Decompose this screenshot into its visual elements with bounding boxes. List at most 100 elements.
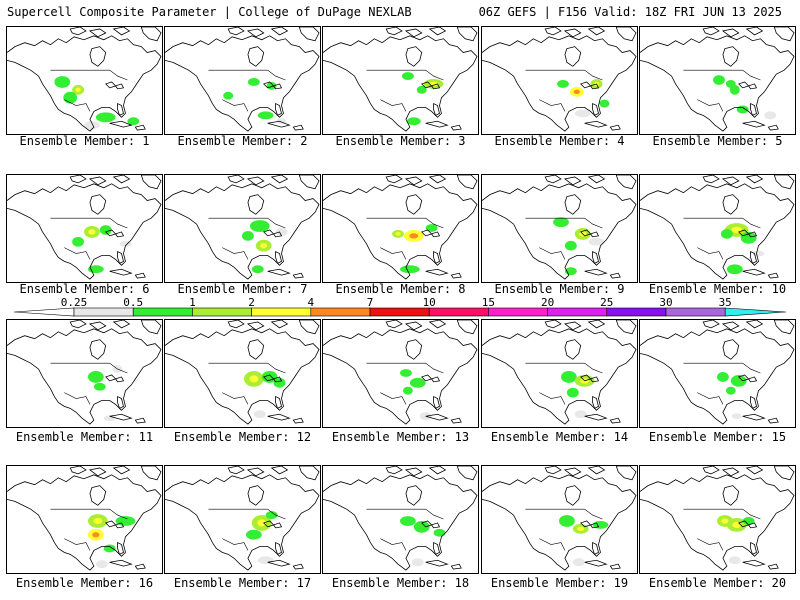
- scp-field-blob: [572, 558, 585, 567]
- coastline: [272, 83, 283, 90]
- scp-field-blob: [54, 76, 71, 88]
- colorbar-tick-label: 0.25: [61, 296, 88, 309]
- coastline: [112, 320, 131, 329]
- ensemble-member-label: Ensemble Member: 12: [173, 430, 312, 444]
- coastline: [433, 395, 440, 409]
- coastline: [104, 374, 117, 382]
- coastline: [767, 272, 779, 279]
- ensemble-member-label: Ensemble Member: 11: [15, 430, 154, 444]
- country-border: [64, 99, 91, 112]
- coastline: [246, 176, 265, 186]
- ensemble-member-label: Ensemble Member: 15: [648, 430, 787, 444]
- map-basemap: [323, 175, 478, 280]
- coastline: [165, 328, 320, 425]
- country-border: [380, 392, 407, 405]
- coastline: [428, 466, 447, 475]
- scp-field-core: [395, 232, 401, 236]
- country-border: [222, 247, 249, 260]
- ensemble-member-label: Ensemble Member: 4: [494, 134, 625, 148]
- country-border: [208, 217, 286, 229]
- coastline: [584, 120, 608, 128]
- coastline: [270, 27, 289, 36]
- coastline: [587, 320, 606, 329]
- coastline: [737, 81, 750, 89]
- coastline: [640, 183, 795, 280]
- coastline: [745, 466, 764, 475]
- scp-field-blob: [63, 91, 78, 104]
- coastline: [609, 563, 621, 570]
- scp-field-blob: [752, 250, 765, 257]
- scp-field-blob: [726, 264, 743, 275]
- scp-field-blob: [223, 91, 234, 100]
- coastline: [267, 413, 291, 421]
- coastline: [323, 183, 478, 280]
- coastline: [385, 320, 403, 329]
- colorbar-segment: [251, 307, 312, 317]
- coastline: [165, 474, 320, 571]
- coastline: [773, 320, 795, 335]
- coastline: [721, 467, 740, 477]
- ensemble-member-map: [481, 319, 638, 428]
- ensemble-member-label: Ensemble Member: 14: [490, 430, 629, 444]
- colorbar-tick-label: 15: [482, 296, 495, 309]
- ensemble-member-map: [6, 319, 163, 428]
- coastline: [275, 102, 282, 116]
- coastline: [563, 321, 582, 331]
- ensemble-member-map: [481, 26, 638, 135]
- coastline: [267, 559, 291, 567]
- coastline: [425, 559, 449, 567]
- coastline: [109, 120, 133, 128]
- coastline: [272, 231, 283, 238]
- map-basemap: [482, 175, 637, 280]
- coastline: [134, 563, 146, 570]
- color-scale-bar: 0.25 0.5 1 2 4 7 10 15 20 25 30 35: [13, 296, 787, 317]
- coastline: [140, 27, 162, 42]
- country-border: [222, 392, 249, 405]
- coastline: [109, 268, 133, 276]
- map-basemap: [482, 320, 637, 425]
- ensemble-member-map: [164, 26, 321, 135]
- scp-field-blob: [115, 516, 136, 526]
- scp-field-core: [92, 532, 100, 538]
- scp-field-core: [721, 518, 729, 524]
- coastline: [140, 175, 162, 190]
- coastline: [544, 466, 562, 475]
- scp-field-core: [577, 526, 585, 532]
- coastline: [114, 231, 125, 238]
- scp-field-core: [260, 243, 268, 249]
- scp-field-blob: [559, 515, 575, 527]
- coastline: [114, 376, 125, 383]
- coastline: [114, 83, 125, 90]
- scp-field-blob: [413, 520, 430, 533]
- colorbar-tick-label: 35: [719, 296, 732, 309]
- coastline: [773, 175, 795, 190]
- scp-field-blob: [265, 511, 278, 520]
- coastline: [275, 250, 282, 264]
- coastline: [405, 194, 423, 215]
- ensemble-member-label: Ensemble Member: 13: [331, 430, 470, 444]
- scp-field-blob: [400, 369, 412, 377]
- coastline: [117, 541, 124, 555]
- scp-field-core: [409, 233, 419, 239]
- coastline: [404, 467, 423, 477]
- coastline: [589, 376, 600, 383]
- coastline: [385, 175, 403, 184]
- coastline: [117, 102, 124, 116]
- coastline: [564, 46, 582, 67]
- coastline: [584, 268, 608, 276]
- scp-field-core: [249, 375, 259, 383]
- coastline: [292, 563, 304, 570]
- coastline: [69, 175, 87, 184]
- scp-field-blob: [103, 544, 116, 553]
- ensemble-member-map: [322, 26, 479, 135]
- country-border: [208, 508, 286, 520]
- coastline: [88, 28, 107, 38]
- map-basemap: [7, 175, 162, 280]
- map-basemap: [482, 27, 637, 132]
- coastline: [323, 474, 478, 571]
- coastline: [747, 376, 758, 383]
- colorbar-tick-label: 20: [541, 296, 554, 309]
- coastline: [592, 395, 599, 409]
- scp-field-blob: [253, 410, 266, 419]
- country-border: [380, 247, 407, 260]
